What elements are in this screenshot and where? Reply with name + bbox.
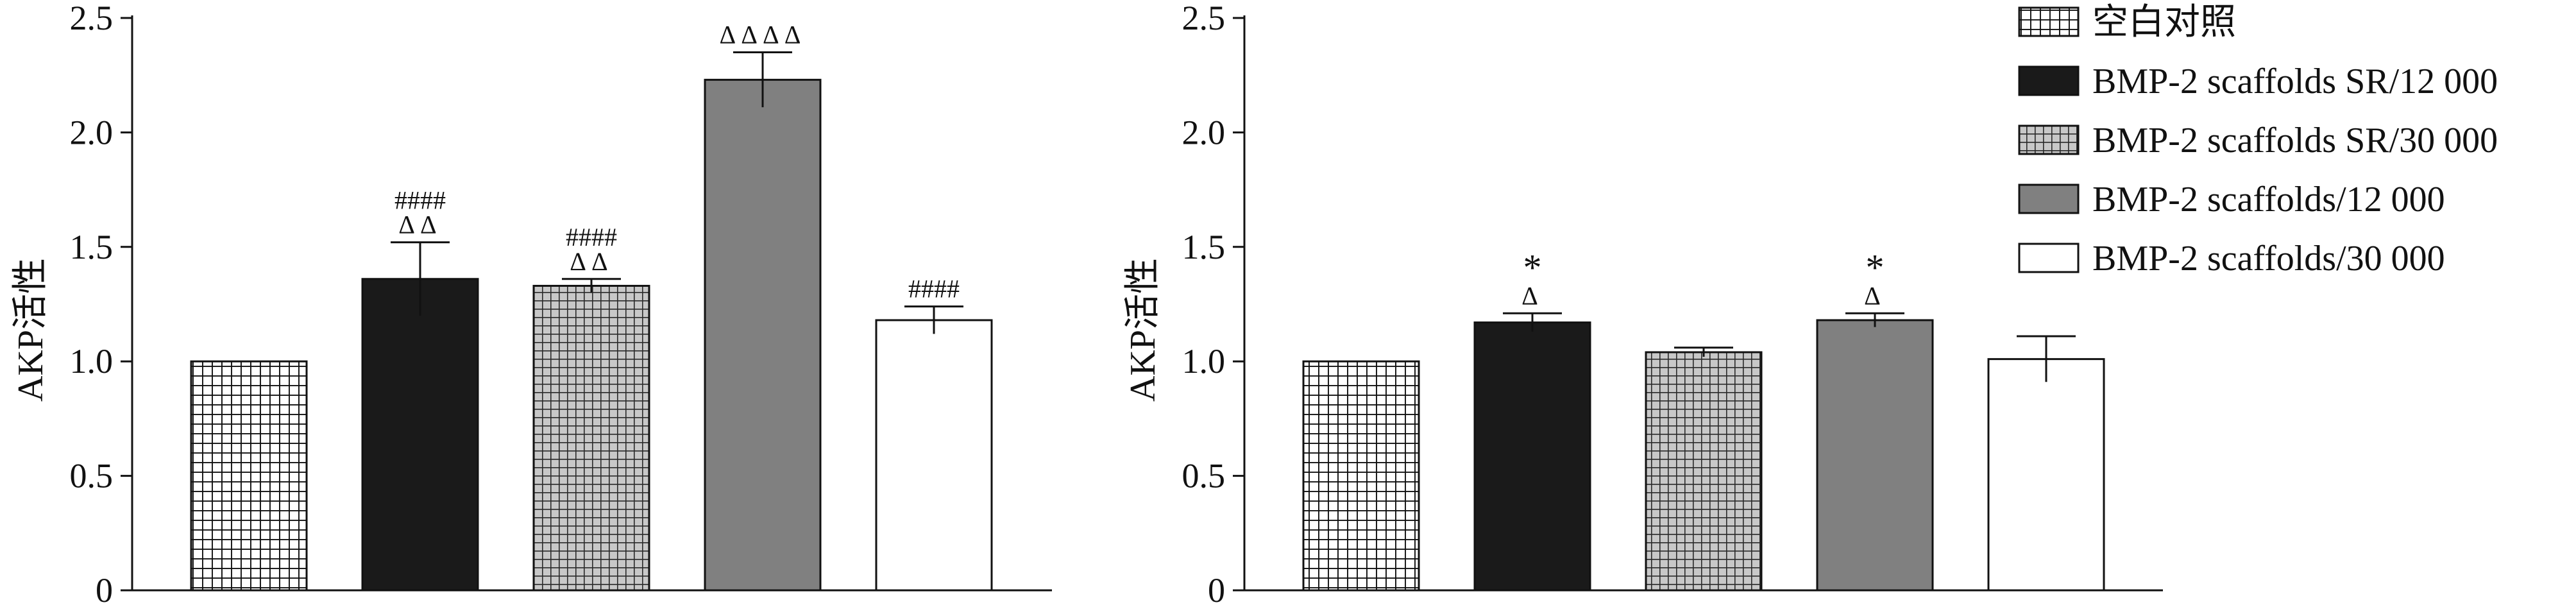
y-axis-title: AKP活性 bbox=[1123, 258, 1163, 402]
y-tick-label: 2.5 bbox=[70, 0, 114, 37]
y-tick-label: 1.0 bbox=[70, 342, 114, 380]
legend-swatch bbox=[2018, 243, 2080, 273]
bar-2 bbox=[361, 278, 479, 592]
y-tick-label: 0.5 bbox=[70, 457, 114, 495]
significance-label: Δ bbox=[1864, 281, 1886, 310]
significance-label: ΔΔΔΔ bbox=[720, 21, 806, 49]
y-tick-label: 2.0 bbox=[70, 113, 114, 151]
bar-4 bbox=[1816, 319, 1934, 592]
legend-item-2: BMP-2 scaffolds SR/12 000 bbox=[2018, 62, 2498, 101]
legend-swatch bbox=[2018, 6, 2080, 37]
y-tick-label: 2.0 bbox=[1182, 113, 1226, 151]
bar-5 bbox=[875, 319, 993, 592]
y-tick-label: 0 bbox=[96, 571, 113, 607]
legend-item-1: 空白对照 bbox=[2018, 3, 2236, 42]
significance-label: ΔΔ bbox=[570, 247, 613, 276]
legend-item-3: BMP-2 scaffolds SR/30 000 bbox=[2018, 121, 2498, 160]
y-axis-title: AKP活性 bbox=[11, 258, 51, 402]
legend-item-4: BMP-2 scaffolds/12 000 bbox=[2018, 180, 2445, 219]
chart-panel-1: 00.51.01.52.02.5AKP活性ΔΔ####ΔΔ####ΔΔΔΔ###… bbox=[11, 0, 1052, 607]
legend-item-5: BMP-2 scaffolds/30 000 bbox=[2018, 239, 2445, 278]
significance-label: #### bbox=[908, 275, 960, 304]
bar-5 bbox=[1987, 358, 2105, 592]
significance-label: #### bbox=[394, 186, 446, 215]
y-tick-label: 1.0 bbox=[1182, 342, 1226, 380]
bar-3 bbox=[532, 284, 650, 592]
bar-3 bbox=[1645, 351, 1763, 592]
legend-swatch bbox=[2018, 65, 2080, 96]
significance-label: Δ bbox=[1521, 281, 1543, 310]
significance-label: #### bbox=[566, 223, 617, 252]
legend-swatch bbox=[2018, 124, 2080, 155]
bar-2 bbox=[1473, 321, 1591, 592]
y-tick-label: 2.5 bbox=[1182, 0, 1226, 37]
legend: 空白对照 BMP-2 scaffolds SR/12 000 BMP-2 scaff… bbox=[2018, 3, 2498, 278]
charts-layer: 00.51.01.52.02.5AKP活性ΔΔ####ΔΔ####ΔΔΔΔ###… bbox=[11, 0, 2163, 607]
significance-label: * bbox=[1523, 246, 1542, 288]
legend-label: BMP-2 scaffolds SR/30 000 bbox=[2092, 121, 2498, 160]
legend-swatch bbox=[2018, 184, 2080, 214]
bar-1 bbox=[190, 360, 308, 592]
y-tick-label: 0.5 bbox=[1182, 457, 1226, 495]
bar-1 bbox=[1302, 360, 1420, 592]
significance-label: * bbox=[1866, 246, 1885, 288]
legend-label: BMP-2 scaffolds SR/12 000 bbox=[2092, 62, 2498, 101]
y-tick-label: 0 bbox=[1208, 571, 1225, 607]
legend-label: 空白对照 bbox=[2092, 3, 2236, 42]
legend-label: BMP-2 scaffolds/30 000 bbox=[2092, 239, 2445, 278]
y-tick-label: 1.5 bbox=[1182, 228, 1226, 266]
significance-label: ΔΔ bbox=[398, 210, 441, 239]
y-tick-label: 1.5 bbox=[70, 228, 114, 266]
bar-4 bbox=[704, 78, 822, 592]
legend-label: BMP-2 scaffolds/12 000 bbox=[2092, 180, 2445, 219]
